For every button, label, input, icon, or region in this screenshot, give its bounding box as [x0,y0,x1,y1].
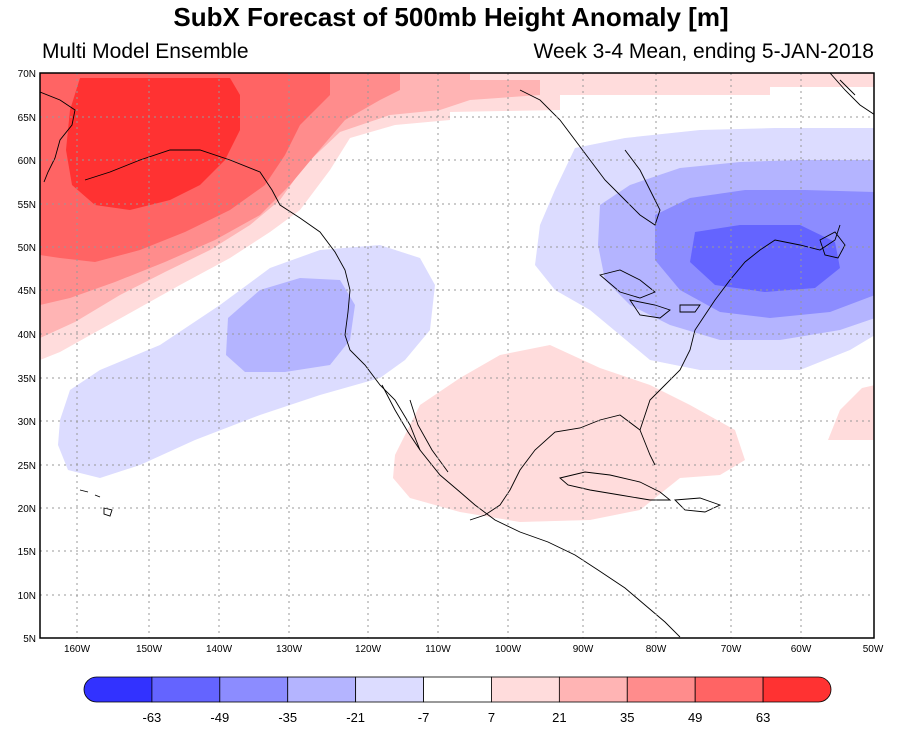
colorbar-swatch [558,676,628,703]
lat-label: 55N [18,200,36,211]
lon-label: 160W [64,644,91,655]
lon-label: 150W [136,644,163,655]
colorbar-label: 35 [620,710,634,725]
coastline-hispaniola [673,497,722,513]
lat-label: 40N [18,330,36,341]
colorbar-swatch [491,676,560,703]
colorbar-label: 7 [488,710,495,725]
colorbar-label: -49 [210,710,229,725]
lat-label: 25N [18,461,36,472]
colorbar-labels: -63 -49 -35 -21 -7 7 21 35 49 63 [143,710,771,725]
lon-label: 60W [791,644,812,655]
anomaly-fill-positive-63 [66,78,240,210]
lat-label: 50N [18,243,36,254]
colorbar-label: 49 [688,710,702,725]
lat-label: 60N [18,156,36,167]
coastline-hudson-bay [519,89,661,226]
coastline-hawaii [79,489,113,517]
lon-label: 70W [721,644,742,655]
colorbar-label: 63 [756,710,770,725]
period-subtitle: Week 3-4 Mean, ending 5-JAN-2018 [533,40,874,63]
lon-label: 80W [646,644,667,655]
lon-label: 130W [276,644,303,655]
colorbar-label: -21 [346,710,365,725]
latitude-labels: 70N 65N 60N 55N 50N 45N 40N 35N 30N 25N … [18,69,36,645]
lon-label: 90W [573,644,594,655]
lat-label: 35N [18,374,36,385]
lon-label: 50W [863,644,884,655]
anomaly-fill-positive-gulf-7 [393,345,745,522]
colorbar-label: -63 [143,710,162,725]
colorbar-swatch [151,676,221,703]
anomaly-fill-positive-atlantic-7 [828,385,874,440]
lat-label: 15N [18,547,36,558]
colorbar-swatch [626,676,696,703]
anomaly-fill-negative-pacific-21 [226,278,355,372]
colorbar-segments [83,676,832,703]
anomaly-fill-negative-49 [690,225,840,292]
lon-label: 120W [355,644,382,655]
map-title: SubX Forecast of 500mb Height Anomaly [m… [173,2,729,32]
lat-label: 45N [18,286,36,297]
lat-label: 5N [23,634,36,645]
lat-label: 20N [18,504,36,515]
colorbar-swatch [355,676,424,703]
lat-label: 10N [18,591,36,602]
colorbar-label: -35 [278,710,297,725]
colorbar-label: -7 [418,710,430,725]
coastline-newfoundland [819,231,846,259]
colorbar-swatch [219,676,289,703]
anomaly-field [40,73,874,522]
colorbar-swatch [694,676,764,703]
coastline-greenland [829,73,874,115]
longitude-labels: 160W 150W 140W 130W 120W 110W 100W 90W 8… [64,644,884,655]
graticule [40,73,874,638]
lon-label: 110W [425,644,451,655]
colorbar-label: 21 [552,710,566,725]
lon-label: 140W [206,644,233,655]
colorbar-swatch [83,676,153,703]
lat-label: 30N [18,417,36,428]
model-subtitle: Multi Model Ensemble [42,40,249,63]
colorbar-swatch [423,676,492,703]
coastline-great-lakes [599,269,701,319]
colorbar: -63 -49 -35 -21 -7 7 21 35 49 63 [83,676,832,725]
colorbar-swatch [287,676,357,703]
lat-label: 65N [18,113,36,124]
lat-label: 70N [18,69,36,80]
lon-label: 100W [495,644,522,655]
map-frame [39,72,875,639]
coastline-north-america [40,91,841,638]
colorbar-swatch [762,676,832,703]
